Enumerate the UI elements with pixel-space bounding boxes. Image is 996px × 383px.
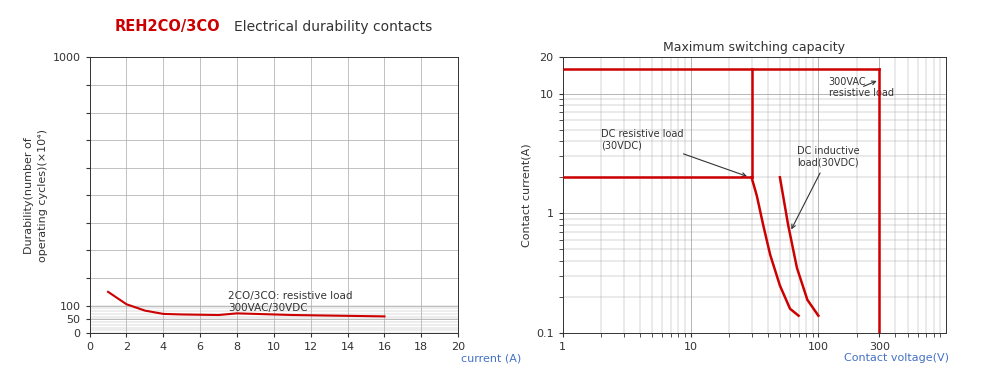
Title: Maximum switching capacity: Maximum switching capacity — [663, 41, 846, 54]
Text: 300VAC
resistive load: 300VAC resistive load — [829, 77, 893, 98]
Text: Electrical durability contacts: Electrical durability contacts — [234, 20, 432, 34]
Text: 2CO/3CO: resistive load
300VAC/30VDC: 2CO/3CO: resistive load 300VAC/30VDC — [228, 291, 353, 313]
Text: DC inductive
load(30VDC): DC inductive load(30VDC) — [792, 146, 860, 228]
Text: REH2CO/3CO: REH2CO/3CO — [115, 20, 220, 34]
Text: DC resistive load
(30VDC): DC resistive load (30VDC) — [602, 129, 746, 177]
Y-axis label: Durability(number of
operating cycles)(×10⁴): Durability(number of operating cycles)(×… — [25, 129, 49, 262]
Y-axis label: Contact current(A): Contact current(A) — [522, 144, 532, 247]
Text: current (A): current (A) — [461, 353, 521, 363]
Text: Contact voltage(V): Contact voltage(V) — [845, 353, 949, 363]
